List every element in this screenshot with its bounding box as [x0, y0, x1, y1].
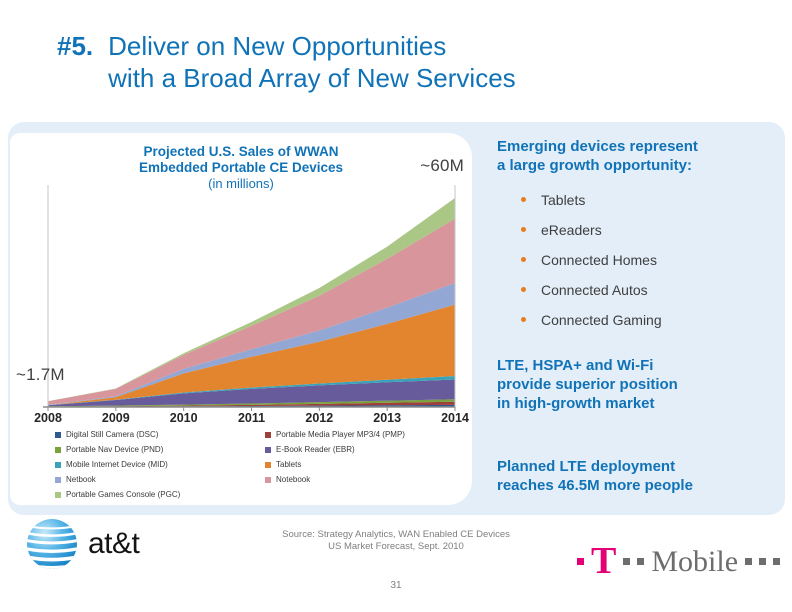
legend-label: Portable Games Console (PGC) — [66, 490, 181, 499]
legend-item: E-Book Reader (EBR) — [265, 445, 405, 454]
bullet-label: eReaders — [541, 222, 602, 238]
bullet-icon — [521, 257, 526, 262]
legend-item: Digital Still Camera (DSC) — [55, 430, 265, 439]
lte-deployment-paragraph: Planned LTE deployment reaches 46.5M mor… — [497, 458, 693, 494]
bullet-icon — [521, 197, 526, 202]
legend-item: Netbook — [55, 475, 265, 484]
legend-label: Tablets — [276, 460, 302, 469]
tmobile-dot-icon — [773, 558, 781, 565]
slide-title: #5. Deliver on New Opportunities with a … — [57, 30, 516, 94]
chart-title: Projected U.S. Sales of WWAN Embedded Po… — [10, 144, 472, 191]
bullet-label: Connected Autos — [541, 282, 648, 298]
bullet-icon — [521, 287, 526, 292]
bullet-label: Connected Homes — [541, 252, 657, 268]
tmobile-logo: T Mobile — [577, 540, 781, 582]
bullet-label: Connected Gaming — [541, 312, 662, 328]
legend-column-right: Portable Media Player MP3/4 (PMP) E-Book… — [265, 430, 405, 499]
tmobile-dot-icon — [745, 558, 753, 565]
annotation-60m: ~60M — [420, 156, 464, 175]
legend-label: Netbook — [66, 475, 96, 484]
x-axis-labels: 2008 2009 2010 2011 2012 2013 2014 — [10, 411, 472, 427]
tmobile-t: T — [591, 540, 617, 582]
tmobile-wordmark: Mobile — [651, 545, 739, 578]
legend-item: Tablets — [265, 460, 405, 469]
chart-title-main: Projected U.S. Sales of WWAN Embedded Po… — [138, 144, 344, 175]
page-number: 31 — [390, 580, 402, 591]
annotation-1-7m: ~1.7M — [16, 365, 65, 384]
legend-label: Portable Media Player MP3/4 (PMP) — [276, 430, 405, 439]
legend-swatch — [265, 446, 271, 453]
legend-item: Mobile Internet Device (MID) — [55, 460, 265, 469]
legend-label: E-Book Reader (EBR) — [276, 445, 355, 454]
device-bullet-list: Tablets eReaders Connected Homes Connect… — [497, 192, 779, 328]
lte-position-paragraph: LTE, HSPA+ and Wi-Fi provide superior po… — [497, 357, 678, 412]
source-note: Source: Strategy Analytics, WAN Enabled … — [282, 529, 510, 552]
x-label: 2013 — [373, 411, 402, 425]
legend-item: Portable Media Player MP3/4 (PMP) — [265, 430, 405, 439]
bullet-label: Tablets — [541, 192, 586, 208]
x-label: 2009 — [101, 411, 130, 425]
bullet-icon — [521, 317, 526, 322]
tmobile-dot-icon — [759, 558, 767, 565]
legend-swatch — [265, 431, 271, 438]
title-number: #5. — [57, 31, 94, 61]
bullet-item: Connected Homes — [497, 252, 779, 268]
legend-swatch — [55, 476, 61, 483]
legend-label: Portable Nav Device (PND) — [66, 445, 164, 454]
bullet-item: Tablets — [497, 192, 779, 208]
x-label: 2010 — [169, 411, 198, 425]
legend-item: Notebook — [265, 475, 405, 484]
legend-label: Digital Still Camera (DSC) — [66, 430, 159, 439]
tmobile-dot-icon — [623, 558, 631, 565]
legend-swatch — [55, 491, 61, 498]
tmobile-dot-icon — [577, 558, 584, 565]
att-wordmark: at&t — [88, 527, 140, 560]
legend-swatch — [55, 446, 61, 453]
legend-swatch — [55, 431, 61, 438]
chart-card: Projected U.S. Sales of WWAN Embedded Po… — [10, 133, 472, 505]
right-panel-heading: Emerging devices represent a large growt… — [497, 138, 698, 174]
legend-column-left: Digital Still Camera (DSC) Portable Nav … — [55, 430, 265, 499]
chart-area-svg — [43, 185, 456, 411]
bullet-item: eReaders — [497, 222, 779, 238]
x-label: 2011 — [237, 411, 266, 425]
chart-title-sub: (in millions) — [208, 176, 274, 191]
legend-swatch — [265, 461, 271, 468]
legend-label: Notebook — [276, 475, 311, 484]
att-globe-icon — [27, 519, 77, 569]
x-label: 2012 — [305, 411, 334, 425]
legend-label: Mobile Internet Device (MID) — [66, 460, 168, 469]
legend-swatch — [265, 476, 271, 483]
right-panel: Emerging devices represent a large growt… — [497, 137, 779, 495]
legend-item: Portable Nav Device (PND) — [55, 445, 265, 454]
chart-legend: Digital Still Camera (DSC) Portable Nav … — [55, 430, 405, 499]
att-logo: at&t — [26, 518, 140, 570]
tmobile-dot-icon — [637, 558, 645, 565]
x-label: 2008 — [34, 411, 62, 425]
bullet-item: Connected Gaming — [497, 312, 779, 328]
title-text: Deliver on New Opportunities with a Broa… — [108, 31, 516, 93]
x-label: 2014 — [441, 411, 469, 425]
legend-item: Portable Games Console (PGC) — [55, 490, 265, 499]
bullet-icon — [521, 227, 526, 232]
bullet-item: Connected Autos — [497, 282, 779, 298]
legend-swatch — [55, 461, 61, 468]
